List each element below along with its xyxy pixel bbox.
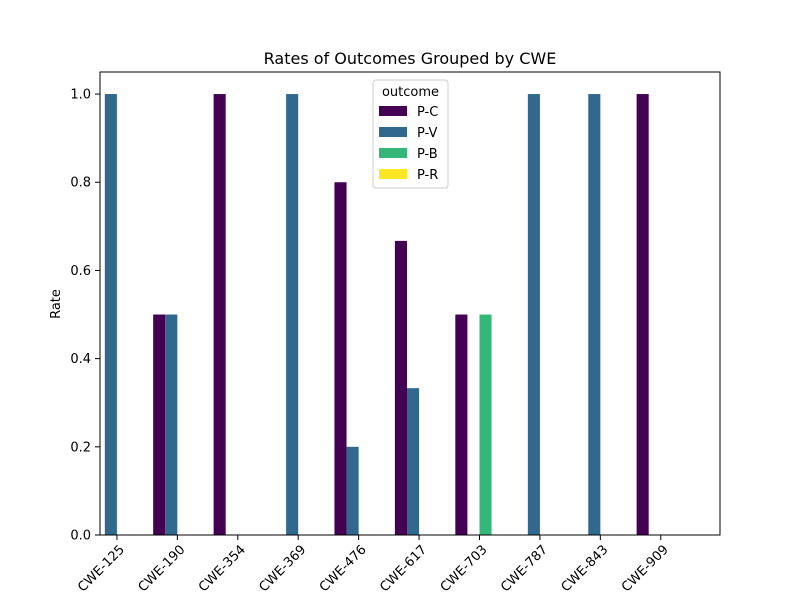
legend: outcome P-C P-V P-B P-R (372, 79, 449, 189)
bar-cwe-617-p-c (394, 240, 407, 535)
legend-swatch-p-r (379, 169, 407, 179)
legend-label-p-v: P-V (417, 126, 437, 141)
bar-cwe-190-p-c (153, 314, 166, 535)
bars-group (104, 94, 649, 536)
bar-cwe-617-p-v (406, 388, 420, 535)
legend-items: P-C P-V P-B P-R (379, 105, 438, 183)
bar-cwe-843-p-v (588, 94, 601, 536)
plot-frame (99, 71, 721, 536)
bar-cwe-476-p-v (346, 446, 359, 535)
bar-cwe-909-p-c (636, 94, 649, 536)
bar-cwe-190-p-v (165, 314, 178, 535)
bar-cwe-369-p-v (286, 94, 299, 536)
y-tick-label: 0.0 (70, 529, 91, 544)
bar-cwe-476-p-c (334, 182, 347, 536)
legend-swatch-p-v (379, 127, 407, 137)
y-axis: 0.0 0.2 0.4 0.6 0.8 1.0 (70, 88, 100, 544)
legend-title: outcome (382, 85, 439, 100)
bar-cwe-703-p-c (455, 314, 468, 535)
bar-cwe-354-p-c (213, 94, 226, 536)
chart-title: Rates of Outcomes Grouped by CWE (264, 49, 557, 68)
y-tick-label: 0.2 (70, 440, 91, 455)
legend-label-p-c: P-C (417, 105, 438, 120)
legend-swatch-p-c (379, 106, 407, 116)
legend-label-p-b: P-B (417, 147, 438, 162)
bar-cwe-125-p-v (104, 94, 117, 536)
bar-cwe-703-p-b (479, 314, 492, 535)
y-tick-label: 0.8 (70, 176, 91, 191)
y-tick-label: 0.6 (70, 264, 91, 279)
y-tick-label: 1.0 (70, 88, 91, 103)
bar-cwe-787-p-v (527, 94, 540, 536)
y-axis-label: Rate (49, 289, 64, 319)
y-tick-label: 0.4 (70, 352, 91, 367)
legend-swatch-p-b (379, 148, 407, 158)
legend-label-p-r: P-R (417, 168, 438, 183)
